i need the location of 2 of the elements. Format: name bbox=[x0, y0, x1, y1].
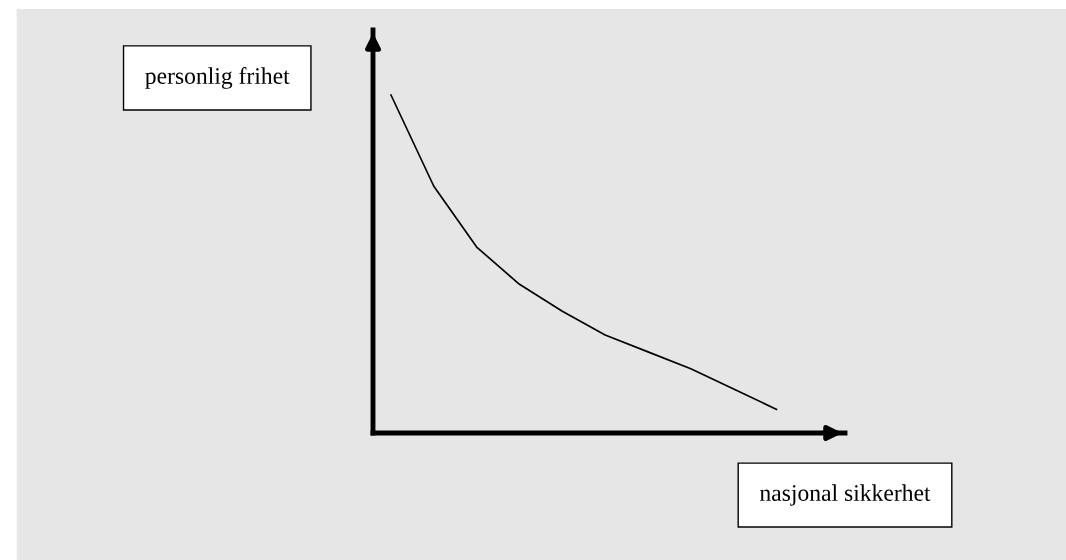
x-axis-title: nasjonal sikkerhet bbox=[759, 484, 931, 506]
y-axis-title: personlig frihet bbox=[145, 67, 290, 89]
